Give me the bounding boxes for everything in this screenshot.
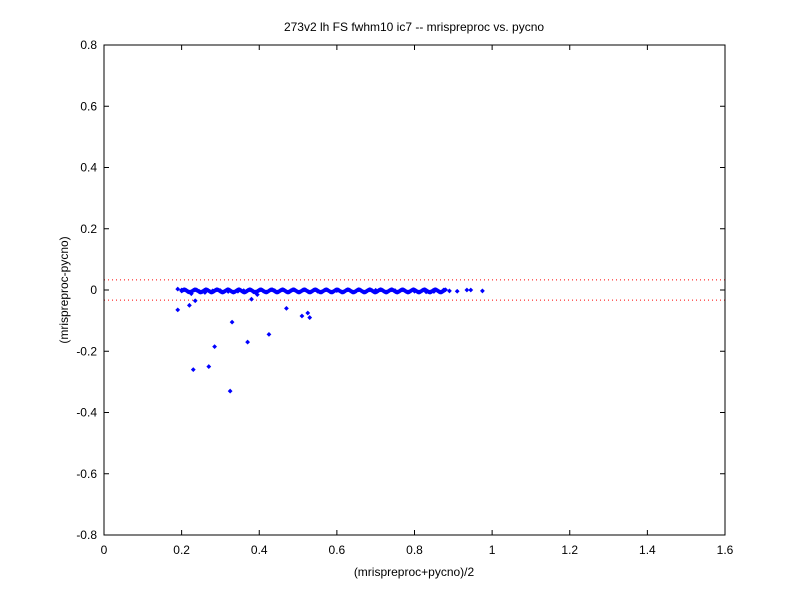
data-point	[210, 288, 216, 294]
x-tick-label: 0.8	[406, 543, 423, 557]
y-axis-label: (mrispreproc-pycno)	[57, 236, 71, 343]
chart-title: 273v2 lh FS fwhm10 ic7 -- mrispreproc vs…	[284, 20, 544, 34]
x-tick-label: 1.6	[717, 543, 734, 557]
x-axis-label: (mrispreproc+pycno)/2	[354, 565, 475, 579]
data-point	[441, 287, 447, 293]
data-point	[229, 319, 235, 325]
data-point	[192, 298, 198, 304]
x-tick-label: 0.4	[251, 543, 268, 557]
x-tick-label: 1	[489, 543, 496, 557]
x-tick-label: 1.4	[639, 543, 656, 557]
data-point	[480, 288, 485, 294]
data-point	[249, 296, 254, 302]
data-point	[423, 289, 429, 295]
x-axis-ticks: 0 0.2 0.4 0.6 0.8 1 1.2 1.4 1.6	[101, 45, 734, 557]
data-point	[206, 364, 212, 369]
data-point	[431, 289, 437, 294]
y-tick-label: 0.4	[80, 161, 97, 175]
data-point	[235, 288, 241, 294]
data-point	[284, 305, 289, 311]
data-point	[190, 367, 196, 373]
data-point	[245, 339, 251, 345]
data-point	[185, 289, 190, 294]
data-point	[202, 290, 208, 295]
data-point	[260, 288, 266, 294]
y-tick-label: -0.8	[76, 528, 97, 542]
data-point	[464, 287, 470, 293]
data-point	[315, 288, 320, 294]
y-tick-label: -0.6	[76, 467, 97, 481]
y-axis-ticks: 0.8 0.6 0.4 0.2 0 -0.2 -0.4 -0.6 -0.8	[76, 38, 725, 542]
data-point	[186, 302, 192, 308]
data-point	[251, 289, 256, 295]
data-point	[468, 287, 474, 293]
data-point	[412, 288, 417, 294]
data-point	[454, 288, 460, 294]
x-tick-label: 0	[101, 543, 108, 557]
data-point	[218, 288, 223, 294]
data-point	[392, 288, 398, 294]
data-point	[175, 307, 181, 313]
data-point	[305, 310, 311, 316]
data-point	[254, 292, 260, 297]
data-point	[299, 313, 305, 319]
data-point	[188, 291, 194, 297]
y-tick-label: 0.2	[80, 222, 97, 236]
data-point	[353, 288, 359, 294]
data-point	[373, 287, 379, 293]
data-point	[212, 344, 218, 350]
data-point	[196, 288, 202, 294]
data-point	[307, 315, 313, 320]
data-point	[272, 288, 278, 294]
data-point	[227, 388, 233, 394]
data-point	[287, 288, 293, 294]
data-point	[179, 287, 185, 293]
x-tick-label: 0.6	[329, 543, 346, 557]
x-tick-label: 1.2	[561, 543, 578, 557]
data-points	[175, 286, 485, 394]
y-tick-label: 0	[90, 283, 97, 297]
y-tick-label: -0.4	[76, 406, 97, 420]
x-tick-label: 0.2	[173, 543, 190, 557]
data-point	[266, 332, 272, 337]
data-point	[225, 289, 231, 294]
y-tick-label: 0.8	[80, 38, 97, 52]
data-point	[334, 288, 340, 294]
y-tick-label: 0.6	[80, 99, 97, 113]
data-point	[447, 288, 452, 294]
y-tick-label: -0.2	[76, 344, 97, 358]
data-point	[175, 286, 181, 292]
data-point	[241, 288, 247, 294]
